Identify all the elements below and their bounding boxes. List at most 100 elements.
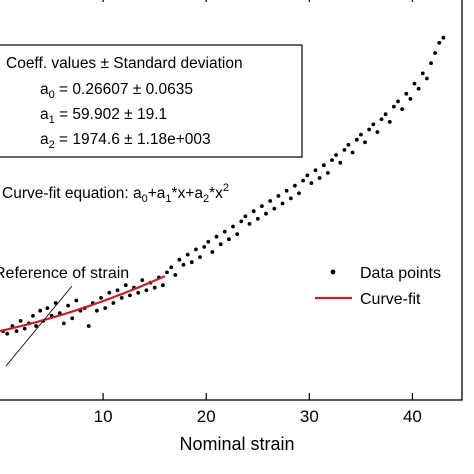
data-point bbox=[346, 142, 351, 147]
data-point bbox=[227, 237, 231, 242]
data-point bbox=[222, 229, 227, 234]
data-point bbox=[231, 224, 235, 229]
data-point bbox=[392, 104, 396, 109]
data-point bbox=[247, 222, 252, 226]
data-point bbox=[297, 191, 301, 196]
data-point bbox=[255, 216, 260, 221]
data-point bbox=[169, 265, 174, 270]
data-point bbox=[321, 163, 326, 168]
coeff-value-0: a0 = 0.26607 ± 0.0635 bbox=[40, 81, 193, 101]
x-tick-label: 40 bbox=[403, 407, 422, 426]
data-point bbox=[74, 298, 79, 303]
data-point bbox=[416, 86, 421, 91]
data-point bbox=[396, 99, 400, 104]
plot-area bbox=[0, 0, 463, 401]
data-point bbox=[18, 319, 23, 323]
data-point bbox=[107, 290, 112, 295]
data-point bbox=[235, 232, 240, 237]
data-point bbox=[284, 188, 289, 193]
data-point bbox=[210, 250, 215, 254]
reference-strain-label: Reference of strain bbox=[0, 265, 129, 282]
data-point bbox=[161, 283, 165, 288]
data-point bbox=[198, 255, 202, 259]
data-point bbox=[317, 176, 322, 180]
data-point bbox=[301, 178, 305, 183]
data-point bbox=[400, 107, 404, 111]
data-point bbox=[165, 270, 169, 275]
data-point bbox=[194, 247, 198, 252]
x-axis: 10 20 30 40 bbox=[94, 0, 422, 426]
data-point bbox=[429, 61, 433, 66]
data-point bbox=[140, 278, 145, 282]
data-point bbox=[173, 273, 178, 277]
data-point bbox=[272, 206, 277, 211]
data-point bbox=[31, 313, 35, 318]
data-point bbox=[66, 303, 70, 308]
data-point bbox=[363, 140, 367, 145]
data-point bbox=[264, 211, 268, 216]
data-point bbox=[354, 137, 359, 142]
data-point bbox=[119, 296, 124, 300]
data-point bbox=[62, 321, 66, 326]
data-point bbox=[70, 316, 75, 321]
data-point bbox=[330, 158, 334, 163]
data-points-series bbox=[1, 35, 446, 336]
data-point bbox=[387, 120, 392, 124]
data-point bbox=[437, 40, 442, 45]
data-point bbox=[342, 148, 347, 152]
data-point bbox=[412, 81, 417, 86]
data-point bbox=[202, 245, 207, 249]
data-point bbox=[111, 301, 116, 305]
data-point bbox=[404, 91, 409, 96]
data-point bbox=[288, 196, 293, 201]
data-point bbox=[313, 168, 318, 173]
data-point bbox=[268, 199, 273, 203]
data-point bbox=[379, 117, 384, 122]
data-point bbox=[260, 204, 264, 209]
data-point bbox=[276, 194, 281, 198]
curve-fit-equation: Curve-fit equation: a0+a1*x+a2*x2 bbox=[2, 182, 229, 205]
data-point bbox=[99, 296, 103, 300]
legend: Data points Curve-fit bbox=[315, 265, 441, 308]
x-axis-label: Nominal strain bbox=[179, 434, 294, 454]
plot-frame bbox=[0, 0, 463, 401]
x-tick-label: 30 bbox=[300, 407, 319, 426]
data-point bbox=[177, 257, 182, 262]
data-point bbox=[38, 308, 43, 313]
data-point bbox=[420, 71, 425, 76]
data-point bbox=[14, 329, 19, 333]
data-point bbox=[152, 285, 157, 290]
data-point bbox=[181, 262, 186, 267]
data-point bbox=[127, 293, 132, 298]
reference-strain-pointer bbox=[5, 285, 73, 367]
data-point bbox=[218, 242, 223, 247]
legend-label-curve-fit: Curve-fit bbox=[360, 291, 421, 308]
data-point bbox=[383, 112, 388, 117]
data-point bbox=[22, 326, 27, 331]
curve-fit-line bbox=[0, 275, 166, 333]
data-point bbox=[334, 153, 338, 157]
data-point bbox=[239, 219, 244, 224]
legend-dot-marker bbox=[330, 269, 336, 275]
coeff-values: a0 = 0.26607 ± 0.0635 a1 = 59.902 ± 19.1 a… bbox=[40, 81, 211, 151]
coeff-value-1: a1 = 59.902 ± 19.1 bbox=[40, 106, 167, 126]
data-point bbox=[34, 324, 38, 328]
data-point bbox=[367, 127, 371, 132]
data-point bbox=[103, 306, 108, 310]
data-point bbox=[136, 290, 141, 295]
coeff-box bbox=[0, 44, 303, 158]
data-point bbox=[243, 214, 248, 219]
data-point bbox=[144, 288, 149, 293]
data-point bbox=[375, 130, 380, 135]
data-point bbox=[251, 209, 256, 214]
data-point bbox=[214, 234, 219, 239]
data-point bbox=[189, 260, 194, 265]
data-point bbox=[433, 51, 437, 55]
x-tick-label: 10 bbox=[94, 407, 113, 426]
data-point bbox=[408, 97, 413, 101]
data-point bbox=[45, 306, 50, 310]
data-point bbox=[371, 122, 376, 127]
coeff-box-title: Coeff. values ± Standard deviation bbox=[6, 55, 243, 72]
data-point bbox=[359, 132, 363, 137]
